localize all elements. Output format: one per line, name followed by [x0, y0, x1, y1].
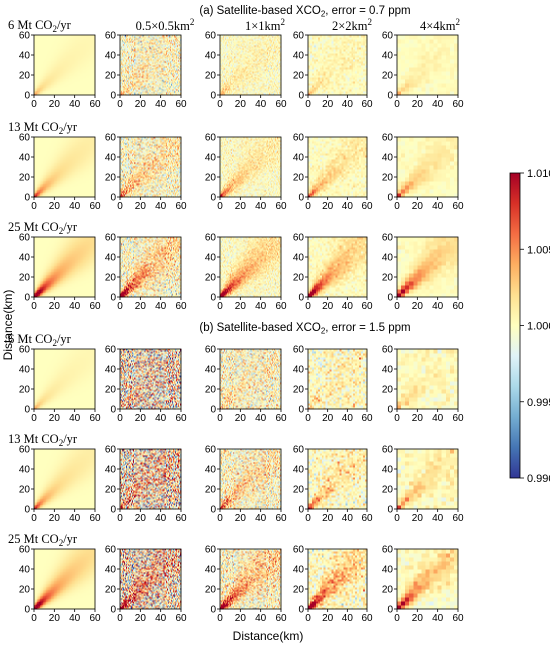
row-label: 6 Mt CO2/yr	[8, 332, 72, 348]
row-label: 6 Mt CO2/yr	[8, 18, 72, 34]
column-header-4km: 4×4km2	[420, 17, 460, 33]
y-tick-label: 0	[24, 91, 30, 102]
column-header-0.5km: 0.5×0.5km2	[136, 17, 195, 33]
heatmap-cells	[34, 35, 95, 95]
x-tick-label: 20	[49, 99, 61, 110]
x-tick-label: 40	[69, 99, 81, 110]
y-tick-label: 40	[19, 51, 31, 62]
column-header-1km: 1×1km2	[245, 17, 285, 33]
y-tick-label: 20	[19, 71, 31, 82]
heatmap-cells	[120, 35, 181, 95]
column-header-2km: 2×2km2	[332, 17, 372, 33]
y-tick-label: 60	[19, 31, 31, 42]
x-tick-label: 0	[31, 99, 37, 110]
x-tick-label: 60	[89, 99, 101, 110]
section-title-b: (b) Satellite-based XCO2, error = 1.5 pp…	[199, 322, 410, 336]
section-title-a: (a) Satellite-based XCO2, error = 0.7 pp…	[199, 5, 410, 19]
heatmap-panel: 00 20 20 40 40 60 60	[19, 31, 101, 111]
